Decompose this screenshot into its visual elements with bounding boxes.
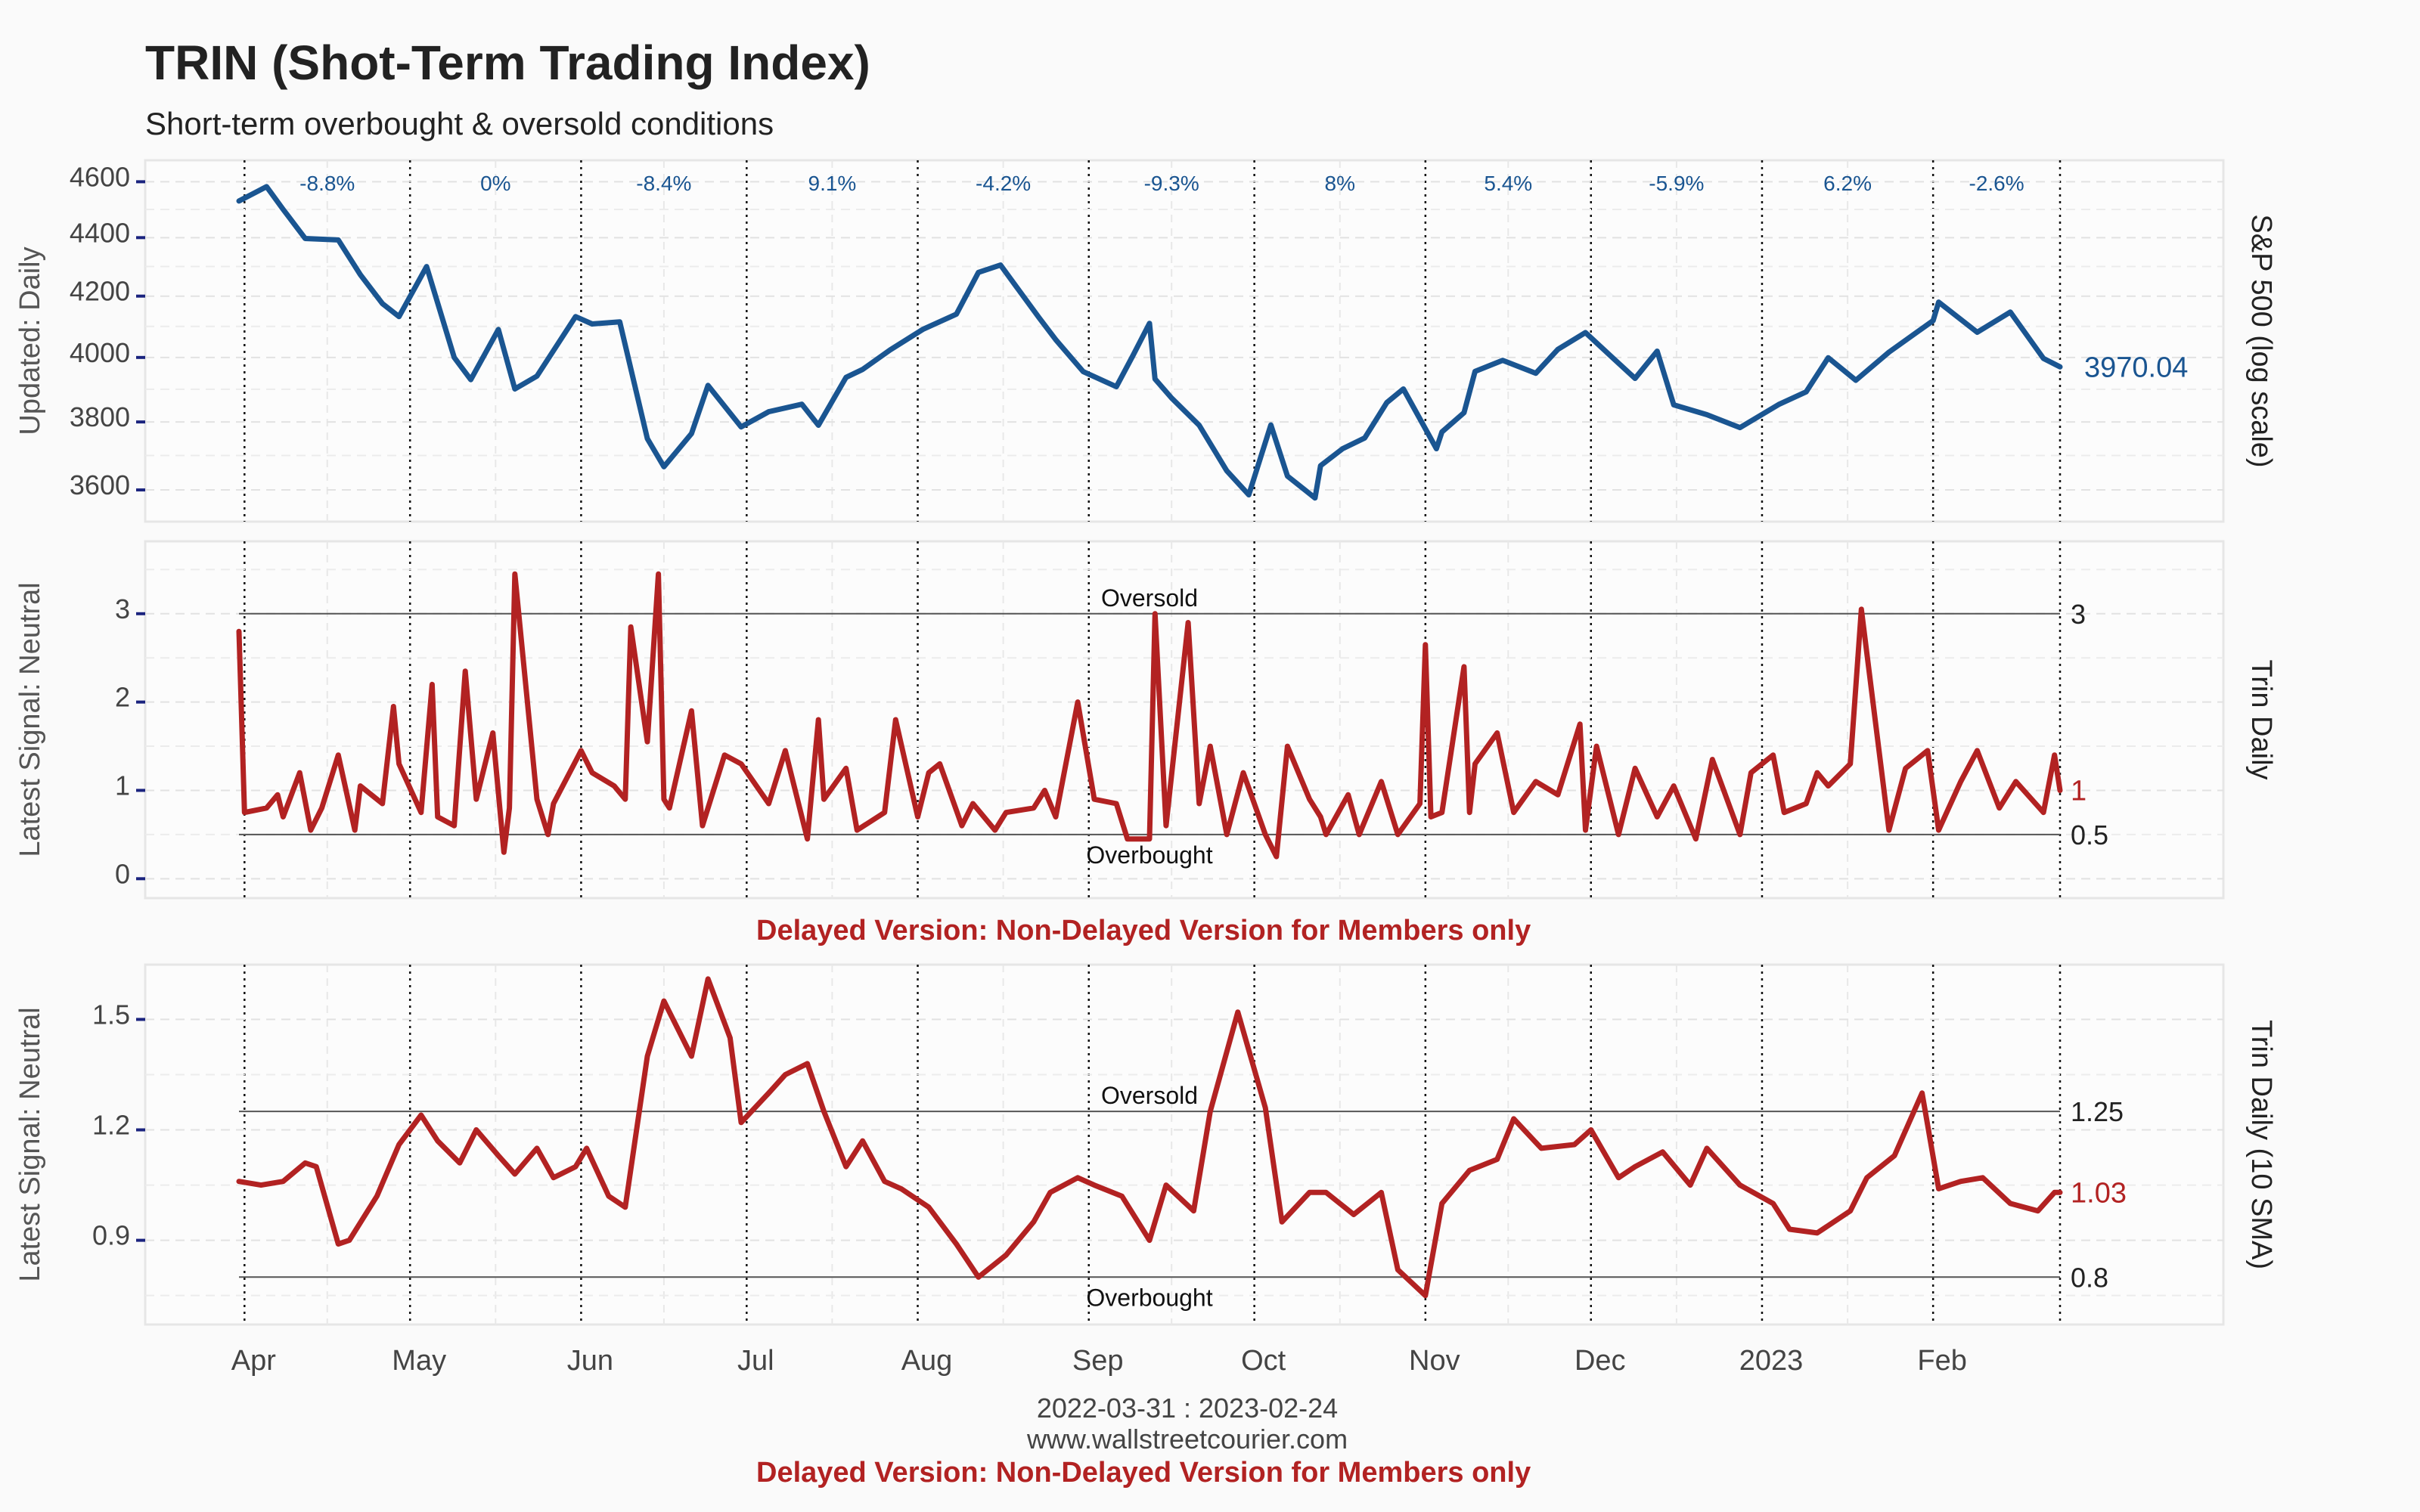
x-tick-label-sep: Sep bbox=[1072, 1345, 1124, 1377]
y-tick-label: 4200 bbox=[70, 276, 130, 307]
y-tick-label: 4400 bbox=[70, 217, 130, 248]
x-tick-label-2023: 2023 bbox=[1739, 1345, 1804, 1377]
y-axis-label-left: Latest Signal: Neutral bbox=[14, 1007, 46, 1281]
x-tick-label-aug: Aug bbox=[901, 1345, 953, 1377]
threshold-value-oversold: 1.25 bbox=[2071, 1096, 2124, 1127]
threshold-label-oversold: Oversold bbox=[1101, 584, 1198, 612]
threshold-label-oversold: Oversold bbox=[1101, 1082, 1198, 1109]
monthly-change-label: 6.2% bbox=[1823, 172, 1872, 195]
y-axis-label-left: Latest Signal: Neutral bbox=[14, 582, 46, 857]
monthly-change-label: -4.2% bbox=[976, 172, 1031, 195]
y-tick-label: 0 bbox=[115, 858, 130, 889]
y-tick-label: 4000 bbox=[70, 337, 130, 368]
threshold-value-overbought: 0.5 bbox=[2071, 820, 2108, 850]
x-tick-label-dec: Dec bbox=[1575, 1345, 1626, 1377]
date-range: 2022-03-31 : 2023-02-24 bbox=[1037, 1393, 1338, 1424]
x-tick-label-feb: Feb bbox=[1917, 1345, 1966, 1377]
y-tick-label: 0.9 bbox=[92, 1220, 130, 1251]
last-value-label: 3970.04 bbox=[2084, 352, 2188, 383]
threshold-value-overbought: 0.8 bbox=[2071, 1262, 2108, 1293]
website-credit: www.wallstreetcourier.com bbox=[1026, 1424, 1348, 1455]
y-tick-label: 2 bbox=[115, 682, 130, 713]
threshold-value-oversold: 3 bbox=[2071, 599, 2086, 630]
x-tick-label-oct: Oct bbox=[1241, 1345, 1286, 1377]
monthly-change-label: 0% bbox=[480, 172, 510, 195]
y-axis-label-right: Trin Daily bbox=[2245, 659, 2277, 779]
y-tick-label: 1.5 bbox=[92, 999, 130, 1030]
series-line-2 bbox=[236, 571, 2063, 860]
delayed-notice-bottom: Delayed Version: Non-Delayed Version for… bbox=[756, 1457, 1531, 1489]
panel-1-background bbox=[144, 159, 2225, 523]
y-axis-label-left: Updated: Daily bbox=[14, 246, 46, 435]
monthly-change-label: -2.6% bbox=[1969, 172, 2024, 195]
series-line-1 bbox=[236, 184, 2063, 501]
x-tick-label-nov: Nov bbox=[1409, 1345, 1460, 1377]
last-value-label: 1.03 bbox=[2071, 1177, 2127, 1209]
panel-3-background bbox=[144, 963, 2225, 1326]
monthly-change-label: 8% bbox=[1325, 172, 1355, 195]
delayed-notice-middle: Delayed Version: Non-Delayed Version for… bbox=[756, 915, 1531, 947]
last-value-label: 1 bbox=[2071, 775, 2086, 807]
y-tick-label: 1 bbox=[115, 770, 130, 801]
x-tick-label-may: May bbox=[392, 1345, 446, 1377]
x-tick-label-apr: Apr bbox=[231, 1345, 276, 1377]
monthly-change-label: -8.8% bbox=[299, 172, 355, 195]
monthly-change-label: -8.4% bbox=[636, 172, 691, 195]
y-tick-label: 4600 bbox=[70, 161, 130, 192]
monthly-change-label: -9.3% bbox=[1144, 172, 1199, 195]
y-axis-label-right: Trin Daily (10 SMA) bbox=[2245, 1020, 2277, 1269]
x-tick-label-jun: Jun bbox=[567, 1345, 613, 1377]
monthly-change-label: 5.4% bbox=[1484, 172, 1532, 195]
threshold-label-overbought: Overbought bbox=[1086, 1284, 1212, 1311]
y-tick-label: 3800 bbox=[70, 401, 130, 432]
monthly-change-label: 9.1% bbox=[808, 172, 857, 195]
threshold-label-overbought: Overbought bbox=[1086, 841, 1212, 869]
page-title: TRIN (Shot-Term Trading Index) bbox=[145, 36, 870, 90]
monthly-change-label: -5.9% bbox=[1649, 172, 1704, 195]
x-tick-label-jul: Jul bbox=[737, 1345, 774, 1377]
series-line-3 bbox=[236, 976, 2063, 1299]
y-tick-label: 3600 bbox=[70, 469, 130, 500]
y-tick-label: 3 bbox=[115, 593, 130, 624]
y-axis-label-right: S&P 500 (log scale) bbox=[2245, 214, 2277, 467]
page-subtitle: Short-term overbought & oversold conditi… bbox=[145, 106, 774, 141]
y-tick-label: 1.2 bbox=[92, 1110, 130, 1141]
